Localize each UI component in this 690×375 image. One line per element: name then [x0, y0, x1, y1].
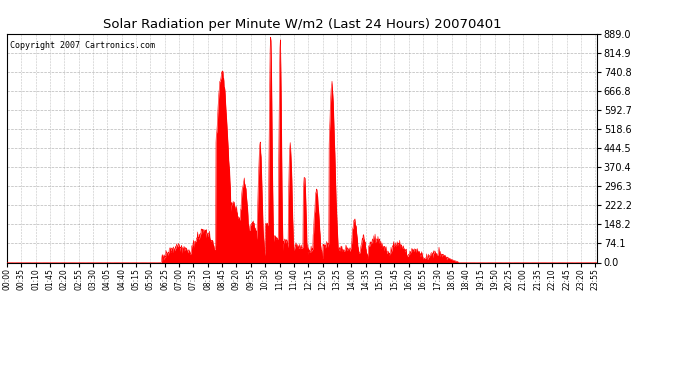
Text: Copyright 2007 Cartronics.com: Copyright 2007 Cartronics.com	[10, 40, 155, 50]
Title: Solar Radiation per Minute W/m2 (Last 24 Hours) 20070401: Solar Radiation per Minute W/m2 (Last 24…	[103, 18, 501, 31]
